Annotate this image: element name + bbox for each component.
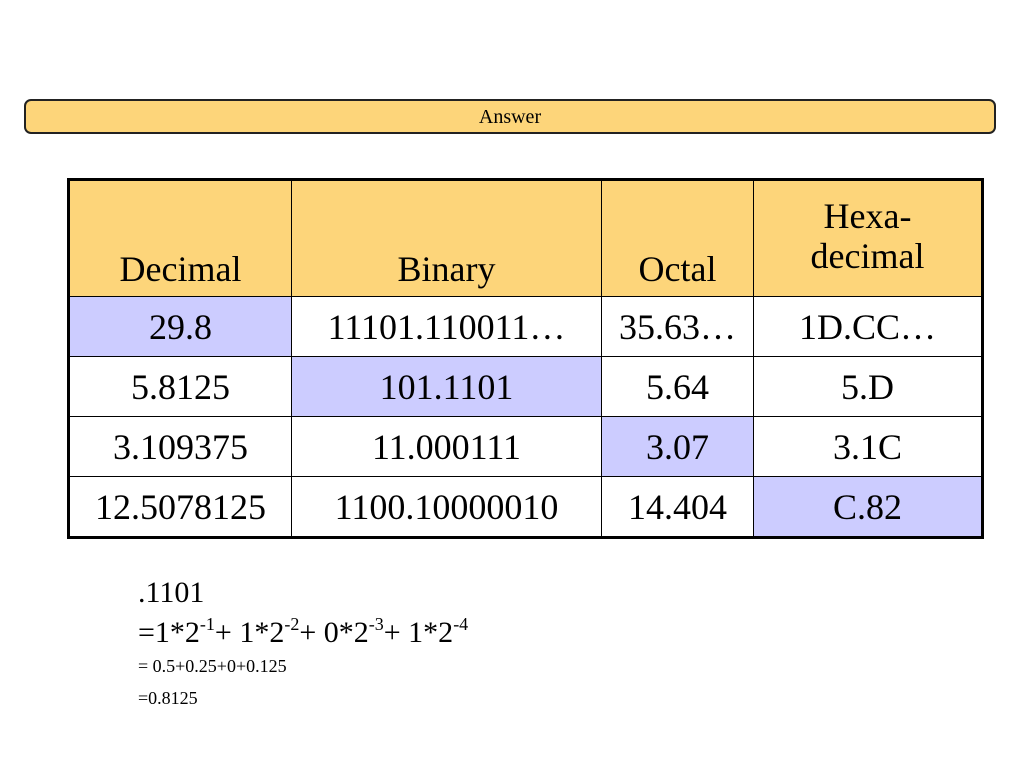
expansion-line: =1*2-1+ 1*2-2+ 0*2-3+ 1*2-4 [138, 614, 469, 649]
header-decimal: Decimal [68, 179, 292, 297]
cell-decimal: 3.109375 [68, 416, 292, 477]
cell-binary: 1100.10000010 [291, 476, 602, 538]
header-octal: Octal [601, 179, 754, 297]
table-row: 29.8 11101.110011… 35.63… 1D.CC… [68, 296, 983, 357]
cell-binary: 11.000111 [291, 416, 602, 477]
answer-header-bar: Answer [24, 99, 996, 134]
cell-hex: 3.1C [753, 416, 983, 477]
conversion-table: Decimal Binary Octal Hexa- decimal 29.8 … [67, 178, 984, 539]
result-line: =0.8125 [138, 688, 198, 708]
cell-hex: 5.D [753, 356, 983, 417]
table-row: 3.109375 11.000111 3.07 3.1C [68, 416, 983, 477]
cell-binary: 101.1101 [291, 356, 602, 417]
header-hexadecimal: Hexa- decimal [753, 179, 983, 297]
worked-calculation: .1101 =1*2-1+ 1*2-2+ 0*2-3+ 1*2-4 = 0.5+… [138, 575, 468, 709]
cell-decimal: 29.8 [68, 296, 292, 357]
header-hex-line1: Hexa- [823, 196, 912, 236]
cell-decimal: 12.5078125 [68, 476, 292, 538]
cell-octal: 35.63… [601, 296, 754, 357]
cell-decimal: 5.8125 [68, 356, 292, 417]
cell-octal: 14.404 [601, 476, 754, 538]
cell-octal: 3.07 [601, 416, 754, 477]
header-binary: Binary [291, 179, 602, 297]
cell-hex: C.82 [753, 476, 983, 538]
cell-octal: 5.64 [601, 356, 754, 417]
cell-binary: 11101.110011… [291, 296, 602, 357]
table-row: 5.8125 101.1101 5.64 5.D [68, 356, 983, 417]
header-hex-line2: decimal [810, 235, 925, 276]
binary-fraction-line: .1101 [138, 576, 205, 609]
sum-line: = 0.5+0.25+0+0.125 [138, 656, 287, 676]
table-header-row: Decimal Binary Octal Hexa- decimal [68, 179, 983, 297]
cell-hex: 1D.CC… [753, 296, 983, 357]
table-row: 12.5078125 1100.10000010 14.404 C.82 [68, 476, 983, 538]
answer-title: Answer [478, 105, 542, 128]
